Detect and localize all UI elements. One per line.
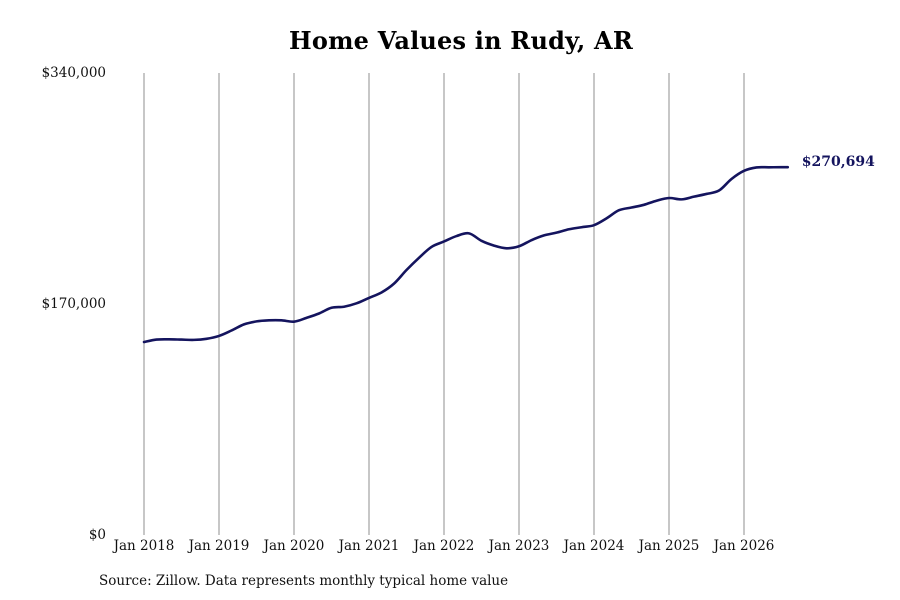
y-tick-label: $170,000 — [42, 296, 106, 312]
x-tick-label: Jan 2021 — [337, 538, 400, 554]
chart-title: Home Values in Rudy, AR — [289, 26, 633, 55]
x-tick-label: Jan 2019 — [187, 538, 250, 554]
y-axis-ticks: $0 $170,000 $340,000 — [42, 65, 106, 543]
source-note: Source: Zillow. Data represents monthly … — [99, 573, 509, 589]
end-value-label: $270,694 — [802, 154, 875, 170]
y-tick-label: $0 — [89, 527, 106, 543]
series-layer — [142, 165, 790, 344]
x-tick-label: Jan 2023 — [487, 538, 550, 554]
x-tick-label: Jan 2018 — [112, 538, 175, 554]
series-line-0 — [142, 165, 790, 344]
grid-lines — [143, 73, 745, 535]
x-tick-label: Jan 2026 — [712, 538, 775, 554]
x-tick-label: Jan 2025 — [637, 538, 700, 554]
x-tick-label: Jan 2022 — [412, 538, 475, 554]
x-tick-label: Jan 2024 — [562, 538, 625, 554]
y-tick-label: $340,000 — [42, 65, 106, 81]
x-tick-label: Jan 2020 — [262, 538, 325, 554]
x-axis-ticks: Jan 2018 Jan 2019 Jan 2020 Jan 2021 Jan 2022… — [112, 538, 775, 554]
